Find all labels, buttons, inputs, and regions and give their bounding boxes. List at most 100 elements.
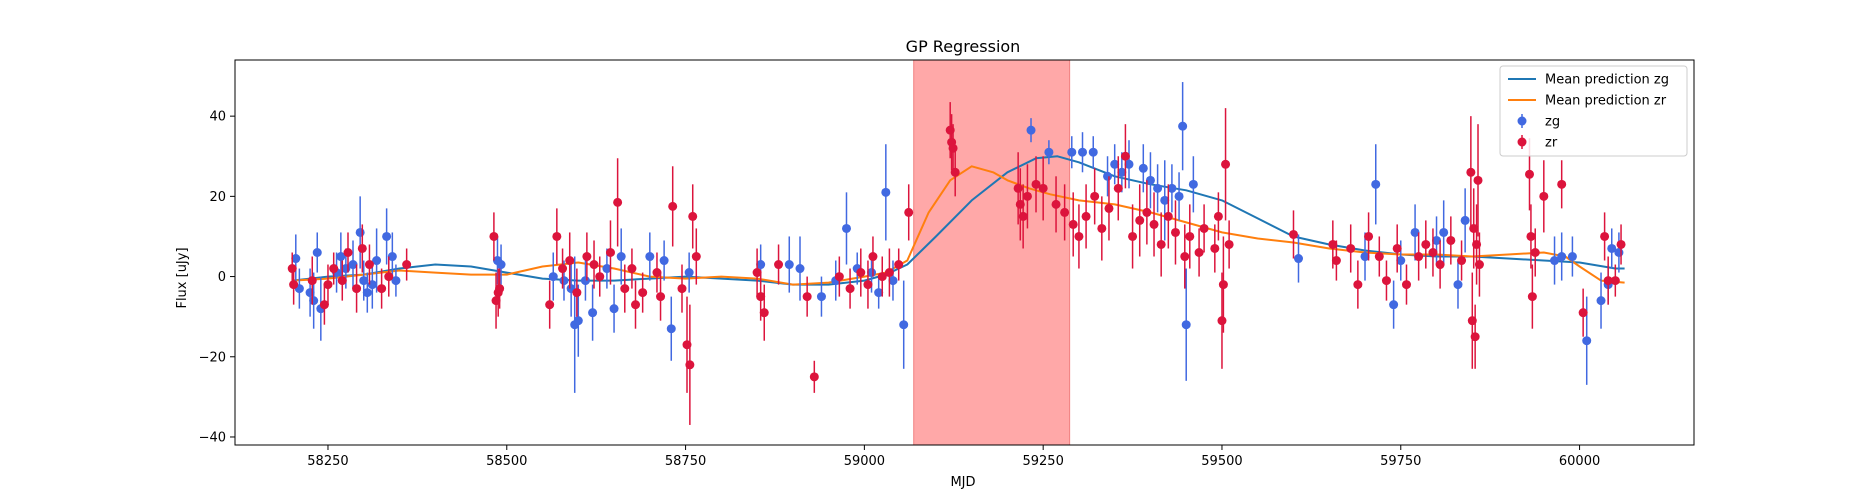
x-tick-label: 58500: [486, 454, 527, 469]
zg-data-point: [1067, 147, 1077, 157]
zg-data-point: [348, 260, 358, 270]
zg-data-point: [1160, 195, 1170, 205]
zr-data-point: [323, 280, 333, 290]
zr-data-point: [656, 292, 666, 302]
zr-data-point: [1074, 231, 1084, 241]
zr-data-point: [1428, 248, 1438, 257]
zg-data-point: [881, 187, 891, 197]
zg-data-point: [645, 252, 655, 262]
zg-data-point: [1178, 121, 1188, 131]
data-points-layer: [287, 82, 1626, 425]
zg-data-point: [1153, 183, 1163, 193]
zr-data-point: [352, 284, 362, 294]
zg-data-point: [580, 276, 590, 286]
zr-data-point: [668, 201, 678, 211]
zr-data-point: [572, 288, 582, 298]
zr-data-point: [845, 284, 855, 294]
zr-data-point: [1527, 292, 1537, 302]
zr-data-point: [884, 268, 894, 278]
zr-data-point: [1104, 203, 1114, 213]
zg-data-point: [1117, 167, 1127, 177]
zr-data-point: [1473, 175, 1483, 185]
zg-data-point: [888, 276, 898, 286]
zg-data-point: [1614, 248, 1624, 257]
zr-data-point: [1421, 239, 1431, 249]
zr-data-point: [558, 264, 568, 274]
zr-data-point: [752, 268, 762, 278]
zg-data-point: [1145, 175, 1155, 185]
zr-data-point: [1217, 316, 1227, 326]
y-tick-label: −20: [199, 350, 226, 365]
zr-data-point: [1149, 219, 1159, 229]
zr-data-point: [677, 284, 687, 294]
zg-data-point: [684, 268, 694, 278]
zr-data-point: [774, 260, 784, 270]
zr-data-point: [1013, 183, 1023, 193]
x-tick-label: 59500: [1201, 454, 1242, 469]
zg-data-point: [1110, 159, 1120, 169]
zg-data-point: [1360, 252, 1370, 262]
zg-data-point: [1138, 163, 1148, 173]
zr-data-point: [691, 252, 701, 262]
x-tick-label: 59750: [1380, 454, 1421, 469]
zr-data-point: [377, 284, 387, 294]
y-axis-ticks: −40 −20 0 20 40: [199, 110, 235, 445]
zg-data-point: [899, 320, 909, 330]
zr-data-point: [337, 276, 347, 286]
zr-data-point: [894, 260, 904, 270]
legend-item-zr: zr: [1517, 135, 1558, 151]
zr-data-point: [343, 248, 353, 257]
zr-data-point: [1210, 243, 1220, 253]
zr-data-point: [287, 264, 297, 274]
zr-data-point: [1466, 167, 1476, 177]
zr-data-point: [1381, 276, 1391, 286]
zr-data-point: [1539, 191, 1549, 201]
zr-data-point: [1578, 308, 1588, 318]
legend-box: [1499, 65, 1688, 157]
zr-data-point: [1142, 207, 1152, 217]
zg-data-point: [291, 254, 301, 264]
zr-data-point: [1474, 260, 1484, 270]
zr-data-point: [1090, 191, 1100, 201]
series-zg: [291, 82, 1624, 393]
zr-data-point: [595, 272, 605, 282]
zr-data-point: [1081, 211, 1091, 221]
zr-data-point: [802, 292, 812, 302]
y-tick-label: 20: [209, 190, 226, 205]
zg-data-point: [616, 252, 626, 262]
zg-data-point: [1124, 159, 1134, 169]
zg-data-point: [362, 288, 372, 298]
zr-data-point: [552, 231, 562, 241]
zg-data-point: [1088, 147, 1098, 157]
zg-data-point: [666, 324, 676, 334]
zg-data-point: [602, 264, 612, 274]
zg-data-point: [391, 276, 401, 286]
zg-data-point: [1174, 191, 1184, 201]
zr-data-point: [1051, 199, 1061, 209]
series-zr: [287, 102, 1626, 425]
zr-data-point: [1530, 248, 1540, 257]
zr-data-point: [1185, 231, 1195, 241]
chart-legend: Mean prediction zg Mean prediction zr zg zr: [1499, 65, 1688, 157]
zr-data-point: [863, 280, 873, 290]
zr-data-point: [545, 300, 555, 310]
zr-data-point: [1060, 207, 1070, 217]
chart-title: GP Regression: [906, 37, 1021, 56]
zr-data-point: [319, 300, 329, 310]
zr-data-point: [613, 197, 623, 207]
x-axis-ticks: 58250 58500 58750 59000 59250 59500 59750 60000: [307, 445, 1600, 469]
y-tick-label: 0: [218, 270, 226, 285]
zr-data-point: [495, 284, 505, 294]
zr-data-point: [1610, 276, 1620, 286]
zr-data-point: [1457, 256, 1467, 266]
zr-data-point: [1603, 276, 1613, 286]
zg-data-point: [1607, 243, 1617, 253]
zg-data-point: [559, 276, 569, 286]
highlight-band: [913, 59, 1071, 446]
zr-data-point: [1470, 332, 1480, 342]
zg-data-point: [1432, 235, 1442, 245]
zr-data-point: [856, 268, 866, 278]
zr-data-point: [688, 211, 698, 221]
zr-data-point: [1414, 252, 1424, 262]
zr-data-point: [402, 260, 412, 270]
